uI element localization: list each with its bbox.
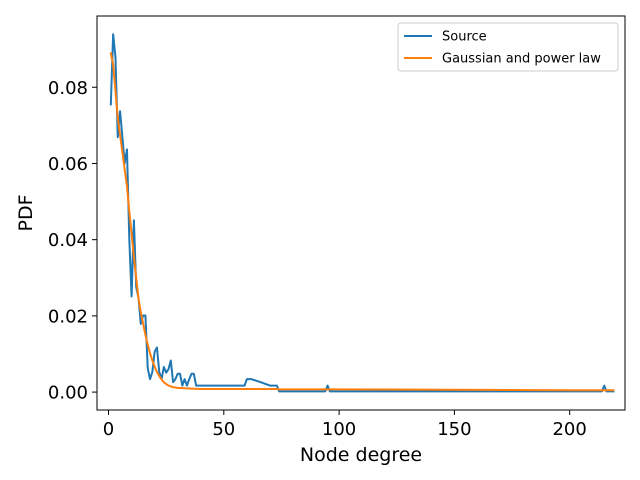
x-axis-label: Node degree [300, 444, 422, 466]
axes-frame [96, 15, 626, 411]
x-tick-label: 0 [103, 419, 114, 440]
y-tick-label: 0.08 [48, 78, 88, 99]
axes-layer: 0 50 100 150 200 0.00 0.02 0.04 0.06 0.08 [48, 15, 626, 440]
y-tick-label: 0.00 [48, 383, 88, 404]
y-axis-label: PDF [15, 194, 37, 231]
series-layer [109, 33, 615, 393]
y-tick-label: 0.02 [48, 306, 88, 327]
x-tick-label: 200 [552, 419, 586, 440]
series-line-gaussian-and-power-law [109, 52, 615, 392]
x-tick-label: 50 [212, 419, 235, 440]
x-tick-label: 100 [322, 419, 356, 440]
legend-box [397, 22, 619, 72]
legend-label-source: Source [442, 30, 487, 45]
legend: Source Gaussian and power law [397, 22, 619, 72]
legend-label-gaussian-and-power-law: Gaussian and power law [442, 52, 601, 67]
y-tick-label: 0.06 [48, 154, 88, 175]
y-tick-label: 0.04 [48, 230, 88, 251]
x-tick-label: 150 [437, 419, 471, 440]
